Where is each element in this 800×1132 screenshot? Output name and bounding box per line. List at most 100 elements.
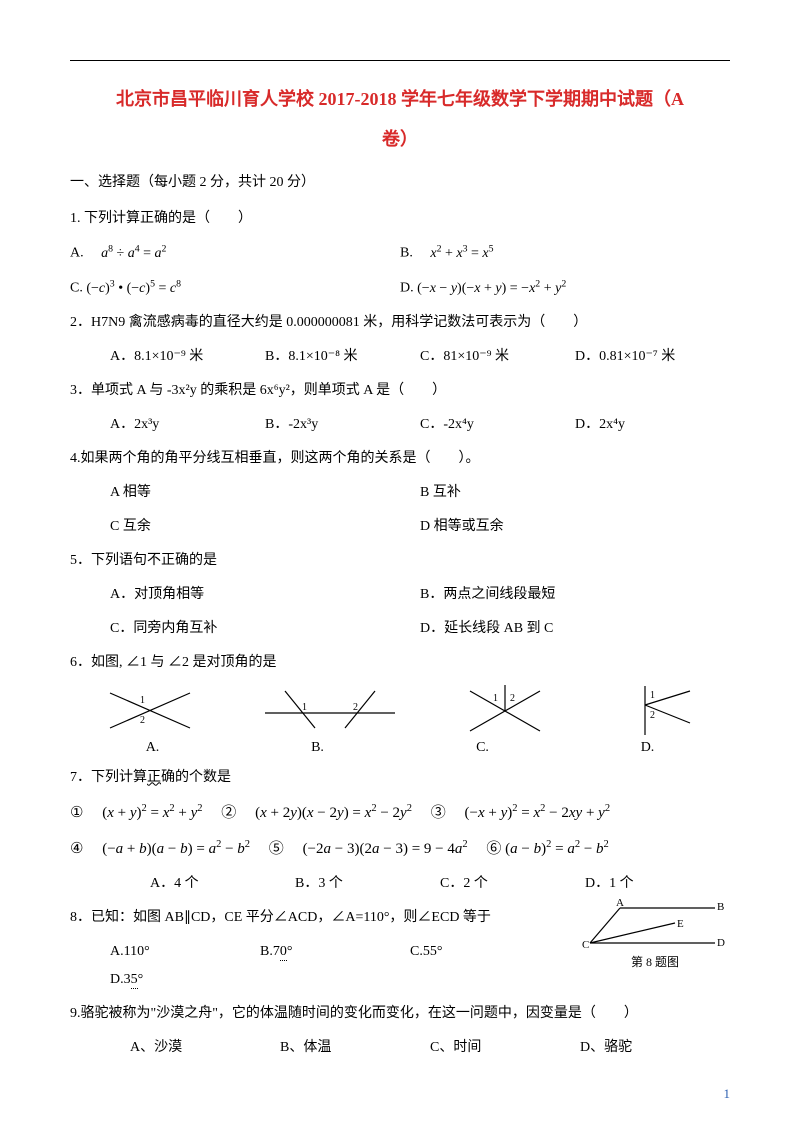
q6-fig-D: 1 2	[610, 683, 700, 738]
svg-text:1: 1	[650, 690, 655, 701]
q7-e6-math: (a − b)2 = a2 − b2	[505, 841, 609, 857]
top-rule	[70, 60, 730, 61]
q8-block: 8．已知：如图 AB∥CD，CE 平分∠ACD，∠A=110°，则∠ECD 等于…	[70, 904, 730, 994]
q4-opt-B: B 互补	[420, 479, 730, 507]
q3-opt-B: B．-2x³y	[265, 411, 420, 439]
svg-text:2: 2	[650, 710, 655, 721]
q5-opt-B: B．两点之间线段最短	[420, 581, 730, 609]
svg-text:1: 1	[140, 695, 145, 706]
q7-e1-pre: ①	[70, 805, 98, 821]
q7-expr-row1: ① (x + y)2 = x2 + y2 ② (x + 2y)(x − 2y) …	[70, 798, 730, 828]
q8-D-pre: D.3	[110, 972, 131, 987]
q2-opt-A: A．8.1×10⁻⁹ 米	[110, 343, 265, 371]
q4-opt-A: A 相等	[110, 479, 420, 507]
q5-stem: 5．下列语句不正确的是	[70, 547, 730, 575]
svg-text:C: C	[582, 939, 589, 951]
q2-opt-D: D．0.81×10⁻⁷ 米	[575, 343, 730, 371]
q4-options-row1: A 相等 B 互补	[70, 479, 730, 507]
q1-options-row1: A. a8 ÷ a4 = a2 B. x2 + x3 = x5	[70, 239, 730, 268]
svg-text:D: D	[717, 937, 725, 949]
q7-stem-pre: 7．下列计算	[70, 770, 147, 785]
title-line-2: 卷）	[70, 120, 730, 160]
q8-opt-A: A.110°	[110, 938, 260, 966]
q9-stem: 9.骆驼被称为"沙漠之舟"，它的体温随时间的变化而变化，在这一问题中，因变量是（…	[70, 1000, 730, 1028]
q1-C-label: C.	[70, 281, 86, 296]
svg-text:2: 2	[510, 693, 515, 704]
svg-text:1: 1	[493, 693, 498, 704]
q6-label-D: D.	[588, 740, 708, 756]
q1-D-math: (−x − y)(−x + y) = −x2 + y2	[417, 281, 566, 296]
q6-label-B: B.	[258, 740, 378, 756]
q1-opt-C: C. (−c)3 • (−c)5 = c8	[70, 274, 400, 303]
section-1-heading: 一、选择题（每小题 2 分，共计 20 分）	[70, 169, 730, 197]
q7-e2-math: (x + 2y)(x − 2y) = x2 − 2y2	[255, 805, 412, 821]
q4-opt-C: C 互余	[110, 513, 420, 541]
q9-opt-A: A、沙漠	[130, 1034, 280, 1062]
q3-opt-D: D．2x⁴y	[575, 411, 730, 439]
q4-options-row2: C 互余 D 相等或互余	[70, 513, 730, 541]
q8-opt-B: B.70°	[260, 938, 410, 966]
q2-stem: 2．H7N9 禽流感病毒的直径大约是 0.000000081 米，用科学记数法可…	[70, 309, 730, 337]
svg-text:E: E	[677, 918, 684, 930]
q5-options-row2: C．同旁内角互补 D．延长线段 AB 到 C	[70, 615, 730, 643]
svg-text:2: 2	[140, 715, 145, 726]
q2-options: A．8.1×10⁻⁹ 米 B．8.1×10⁻⁸ 米 C．81×10⁻⁹ 米 D．…	[70, 343, 730, 371]
q1-options-row2: C. (−c)3 • (−c)5 = c8 D. (−x − y)(−x + y…	[70, 274, 730, 303]
q8-opt-D: D.35°	[110, 966, 560, 994]
q7-opt-D: D．1 个	[585, 870, 730, 898]
q6-figure-labels: A. B. C. D.	[70, 740, 730, 756]
page-number: 1	[724, 1086, 731, 1102]
q6-stem: 6．如图, ∠1 与 ∠2 是对顶角的是	[70, 649, 730, 677]
q7-opt-C: C．2 个	[440, 870, 585, 898]
q8-figure: A B C D E 第 8 题图	[580, 898, 730, 970]
q8-B-pre: B.7	[260, 944, 280, 959]
q8-B-mid: 0	[280, 944, 287, 961]
q5-opt-D: D．延长线段 AB 到 C	[420, 615, 730, 643]
q6-label-C: C.	[423, 740, 543, 756]
q7-options: A．4 个 B．3 个 C．2 个 D．1 个	[70, 870, 730, 898]
q3-options: A．2x³y B．-2x³y C．-2x⁴y D．2x⁴y	[70, 411, 730, 439]
q1-B-label: B.	[400, 246, 427, 261]
svg-text:1: 1	[302, 702, 307, 713]
svg-text:B: B	[717, 901, 724, 913]
q7-opt-B: B．3 个	[295, 870, 440, 898]
q1-B-math: x2 + x3 = x5	[430, 246, 493, 261]
exam-title: 北京市昌平临川育人学校 2017-2018 学年七年级数学下学期期中试题（A 卷…	[70, 80, 730, 159]
q1-opt-D: D. (−x − y)(−x + y) = −x2 + y2	[400, 274, 730, 303]
q1-stem: 1. 下列计算正确的是（ ）	[70, 205, 730, 233]
q1-D-label: D.	[400, 281, 417, 296]
q7-e3-math: (−x + y)2 = x2 − 2xy + y2	[464, 805, 610, 821]
q1-opt-A: A. a8 ÷ a4 = a2	[70, 239, 400, 268]
q7-stem: 7．下列计算正确的个数是	[70, 764, 730, 792]
svg-text:A: A	[616, 898, 624, 909]
q6-label-A: A.	[93, 740, 213, 756]
q6-fig-C: 1 2	[460, 683, 550, 738]
q6-fig-A: 1 2	[100, 683, 200, 738]
q1-C-math: (−c)3 • (−c)5 = c8	[86, 281, 181, 296]
q5-opt-A: A．对顶角相等	[110, 581, 420, 609]
q7-stem-mid: 正	[147, 770, 161, 785]
q8-D-post: °	[138, 972, 144, 987]
q7-e2-pre: ②	[206, 805, 251, 821]
q7-e3-pre: ③	[416, 805, 461, 821]
q5-opt-C: C．同旁内角互补	[110, 615, 420, 643]
q7-e6-pre: ⑥	[471, 841, 501, 857]
q2-opt-B: B．8.1×10⁻⁸ 米	[265, 343, 420, 371]
q3-opt-A: A．2x³y	[110, 411, 265, 439]
q9-options: A、沙漠 B、体温 C、时间 D、骆驼	[70, 1034, 730, 1062]
q7-expr-row2: ④ (−a + b)(a − b) = a2 − b2 ⑤ (−2a − 3)(…	[70, 834, 730, 864]
q7-e4-pre: ④	[70, 841, 98, 857]
q1-A-label: A.	[70, 246, 98, 261]
q8-opt-C: C.55°	[410, 938, 560, 966]
q2-opt-C: C．81×10⁻⁹ 米	[420, 343, 575, 371]
q1-A-math: a8 ÷ a4 = a2	[101, 246, 166, 261]
q1-opt-B: B. x2 + x3 = x5	[400, 239, 730, 268]
q7-stem-post: 确的个数是	[161, 770, 231, 785]
q8-B-post: °	[287, 944, 293, 959]
title-line-1: 北京市昌平临川育人学校 2017-2018 学年七年级数学下学期期中试题（A	[70, 80, 730, 120]
q7-e5-pre: ⑤	[254, 841, 299, 857]
q7-opt-A: A．4 个	[150, 870, 295, 898]
q7-e4-math: (−a + b)(a − b) = a2 − b2	[102, 841, 250, 857]
q9-opt-D: D、骆驼	[580, 1034, 730, 1062]
q9-opt-B: B、体温	[280, 1034, 430, 1062]
